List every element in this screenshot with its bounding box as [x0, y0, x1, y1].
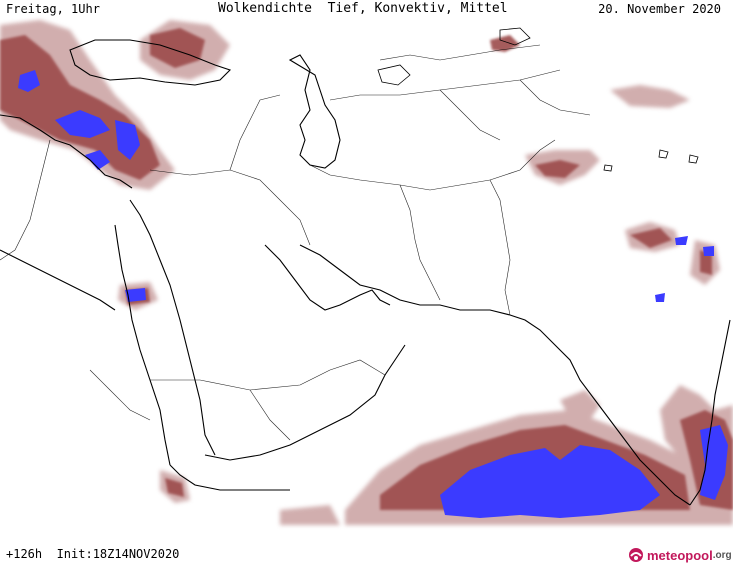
logo-wordmark: meteopool [647, 547, 713, 563]
meteopool-logo-icon [629, 548, 643, 562]
arabian-south-coast [204, 344, 406, 461]
init-info-label: +126h Init:18Z14NOV2020 [6, 547, 180, 561]
logo-tld: .org [712, 549, 732, 561]
coastlines [0, 39, 731, 506]
cloud-layer-convective [18, 70, 728, 518]
meteopool-logo[interactable]: meteopool .org [628, 545, 732, 565]
valid-date-label: 20. November 2020 [598, 2, 721, 16]
map-title: Wolkendichte Tief, Konvektiv, Mittel [218, 1, 508, 16]
lakes-islands [377, 27, 699, 172]
somalia-coast [169, 464, 290, 491]
india-east-coast [689, 319, 731, 506]
caspian-sea [288, 54, 341, 169]
red-sea-east [129, 199, 216, 456]
forecast-day-label: Freitag, 1Uhr [6, 2, 100, 16]
black-sea-coast [69, 39, 232, 86]
india-west-coast [509, 314, 691, 506]
country-borders [0, 44, 591, 441]
red-sea-west [114, 224, 171, 466]
iran-coast [299, 244, 511, 316]
mediterranean-coast [0, 114, 133, 189]
east-africa [0, 249, 116, 311]
persian-gulf [264, 244, 391, 311]
